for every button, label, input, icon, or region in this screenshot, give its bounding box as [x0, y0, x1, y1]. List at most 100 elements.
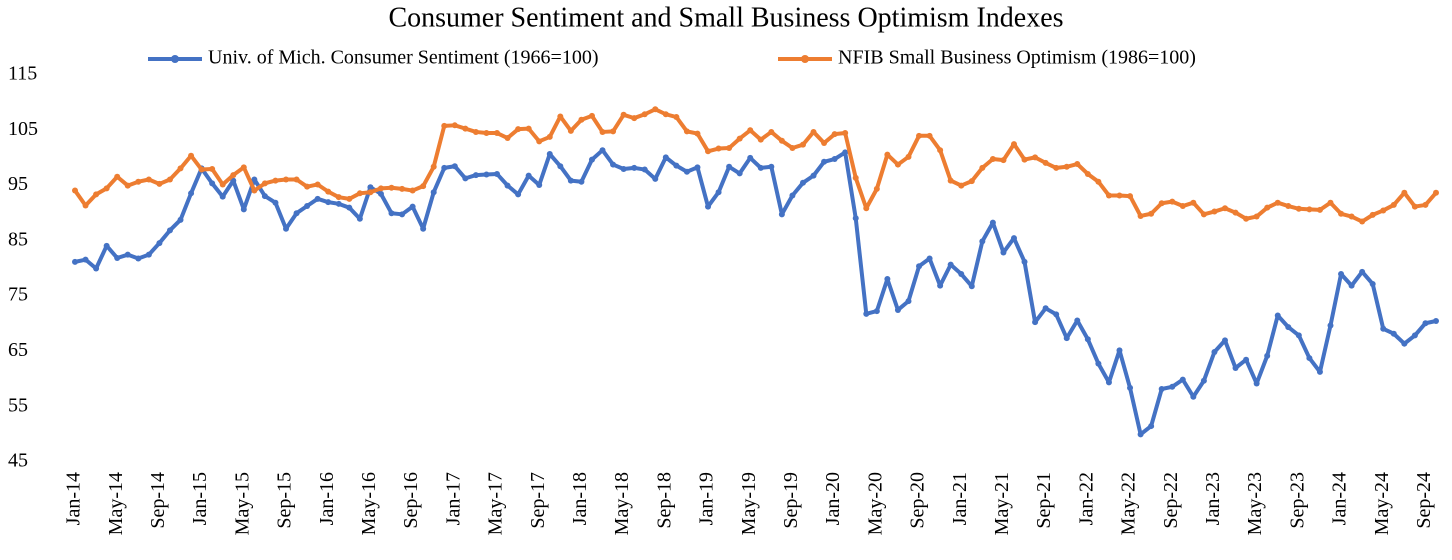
point-marker: [1401, 340, 1408, 347]
point-marker: [905, 298, 912, 305]
point-marker: [114, 254, 121, 261]
point-marker: [1063, 335, 1070, 342]
point-marker: [1074, 161, 1081, 168]
point-marker: [736, 135, 743, 142]
point-marker: [504, 182, 511, 189]
point-marker: [631, 164, 638, 171]
point-marker: [177, 216, 184, 223]
point-marker: [1316, 368, 1323, 375]
point-marker: [314, 195, 321, 202]
y-tick-label: 115: [8, 63, 37, 85]
point-marker: [1359, 218, 1366, 225]
point-marker: [1021, 156, 1028, 163]
x-tick-label: Jan-24: [1329, 472, 1351, 525]
point-marker: [557, 113, 564, 120]
point-marker: [325, 188, 332, 195]
point-marker: [1232, 365, 1239, 372]
point-marker: [873, 308, 880, 315]
x-tick-label: Sep-20: [907, 472, 929, 529]
point-marker: [863, 205, 870, 212]
point-marker: [261, 193, 268, 200]
x-tick-label: Jan-14: [63, 472, 85, 525]
point-marker: [399, 211, 406, 218]
point-marker: [683, 168, 690, 175]
point-marker: [894, 306, 901, 313]
legend-marker: [171, 55, 179, 63]
x-tick-label: May-21: [991, 472, 1013, 535]
point-marker: [588, 156, 595, 163]
point-marker: [388, 210, 395, 217]
point-marker: [799, 141, 806, 148]
point-marker: [1338, 271, 1345, 278]
point-marker: [852, 215, 859, 222]
point-marker: [483, 130, 490, 137]
point-marker: [1116, 192, 1123, 199]
point-marker: [873, 185, 880, 192]
point-marker: [1295, 332, 1302, 339]
point-marker: [1042, 159, 1049, 166]
point-marker: [821, 158, 828, 165]
point-marker: [789, 192, 796, 199]
point-marker: [916, 132, 923, 139]
point-marker: [673, 162, 680, 169]
point-marker: [240, 164, 247, 171]
point-marker: [367, 189, 374, 196]
point-marker: [356, 215, 363, 222]
point-marker: [1200, 377, 1207, 384]
point-marker: [1010, 141, 1017, 148]
point-marker: [968, 178, 975, 185]
point-marker: [451, 122, 458, 129]
point-marker: [968, 283, 975, 290]
point-marker: [979, 238, 986, 245]
y-tick-label: 65: [8, 339, 28, 361]
point-marker: [768, 163, 775, 170]
point-marker: [567, 127, 574, 134]
point-marker: [1359, 268, 1366, 275]
point-marker: [441, 164, 448, 171]
point-marker: [1411, 203, 1418, 210]
point-marker: [399, 185, 406, 192]
point-marker: [1411, 332, 1418, 339]
point-marker: [620, 111, 627, 118]
point-marker: [916, 263, 923, 270]
x-tick-label: Sep-16: [400, 472, 422, 529]
point-marker: [114, 173, 121, 180]
point-marker: [1306, 355, 1313, 362]
point-marker: [1032, 319, 1039, 326]
point-marker: [166, 227, 173, 234]
point-marker: [1327, 199, 1334, 206]
point-marker: [1316, 206, 1323, 213]
point-marker: [219, 193, 226, 200]
point-marker: [958, 182, 965, 189]
point-marker: [1105, 379, 1112, 386]
point-marker: [145, 176, 152, 183]
point-marker: [209, 165, 216, 172]
point-marker: [1433, 318, 1439, 325]
x-tick-label: May-15: [231, 472, 253, 535]
y-tick-label: 55: [8, 394, 28, 416]
x-tick-label: Jan-18: [569, 472, 591, 525]
point-marker: [230, 172, 237, 179]
point-marker: [1264, 352, 1271, 359]
point-marker: [209, 180, 216, 187]
point-marker: [462, 125, 469, 132]
point-marker: [747, 127, 754, 134]
point-marker: [346, 204, 353, 211]
y-tick-label: 95: [8, 173, 28, 195]
point-marker: [789, 144, 796, 151]
point-marker: [93, 265, 100, 272]
point-marker: [757, 136, 764, 143]
point-marker: [135, 255, 142, 262]
point-marker: [1105, 192, 1112, 199]
x-tick-label: Sep-17: [527, 472, 549, 529]
y-tick-label: 85: [8, 228, 28, 250]
point-marker: [683, 128, 690, 135]
point-marker: [1169, 383, 1176, 390]
point-marker: [958, 271, 965, 278]
series-line: [74, 148, 1437, 437]
point-marker: [979, 164, 986, 171]
point-marker: [1433, 189, 1439, 196]
point-marker: [377, 190, 384, 197]
point-marker: [430, 189, 437, 196]
point-marker: [652, 106, 659, 113]
